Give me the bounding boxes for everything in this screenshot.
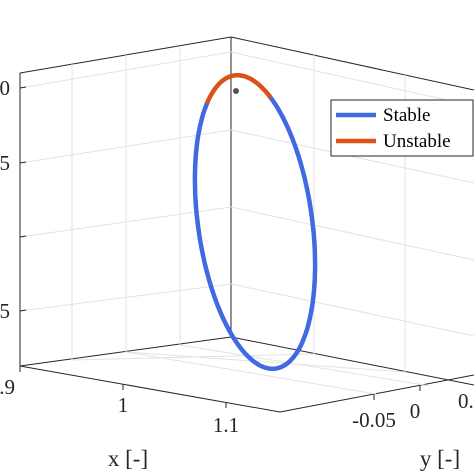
- tick-marks: [19, 86, 421, 408]
- y-tick-label-2: 0.: [458, 389, 474, 413]
- x-tick-label-0: 0.9: [0, 375, 15, 399]
- y-axis-label: y [-]: [420, 446, 460, 471]
- y-tick-label-1: 0: [410, 399, 421, 423]
- z-tick-label-0: 0: [0, 76, 10, 100]
- initial-point-marker: [233, 88, 239, 94]
- axes-box: [19, 36, 474, 413]
- box-edge-top-right: [230, 36, 474, 91]
- legend-label-stable: Stable: [383, 105, 431, 126]
- x-axis-label: x [-]: [108, 446, 148, 471]
- z-tick-label-1: 5: [0, 151, 10, 175]
- y-tick-label-0: -0.05: [352, 408, 396, 432]
- box-edge-front-y: [279, 374, 474, 413]
- legend: Stable Unstable: [330, 99, 474, 157]
- box-edge-front-x: [19, 365, 281, 413]
- z-tick-label-3: 5: [0, 299, 10, 323]
- legend-box: [330, 99, 474, 157]
- box-edge-floor-right: [230, 336, 474, 386]
- x-tick-label-1: 1: [118, 393, 129, 417]
- gridlines: [19, 46, 474, 395]
- series-unstable-line: [205, 72, 272, 105]
- legend-label-unstable: Unstable: [383, 131, 451, 152]
- series-stable-line: [192, 93, 318, 372]
- x-tick-label-2: 1.1: [213, 413, 239, 437]
